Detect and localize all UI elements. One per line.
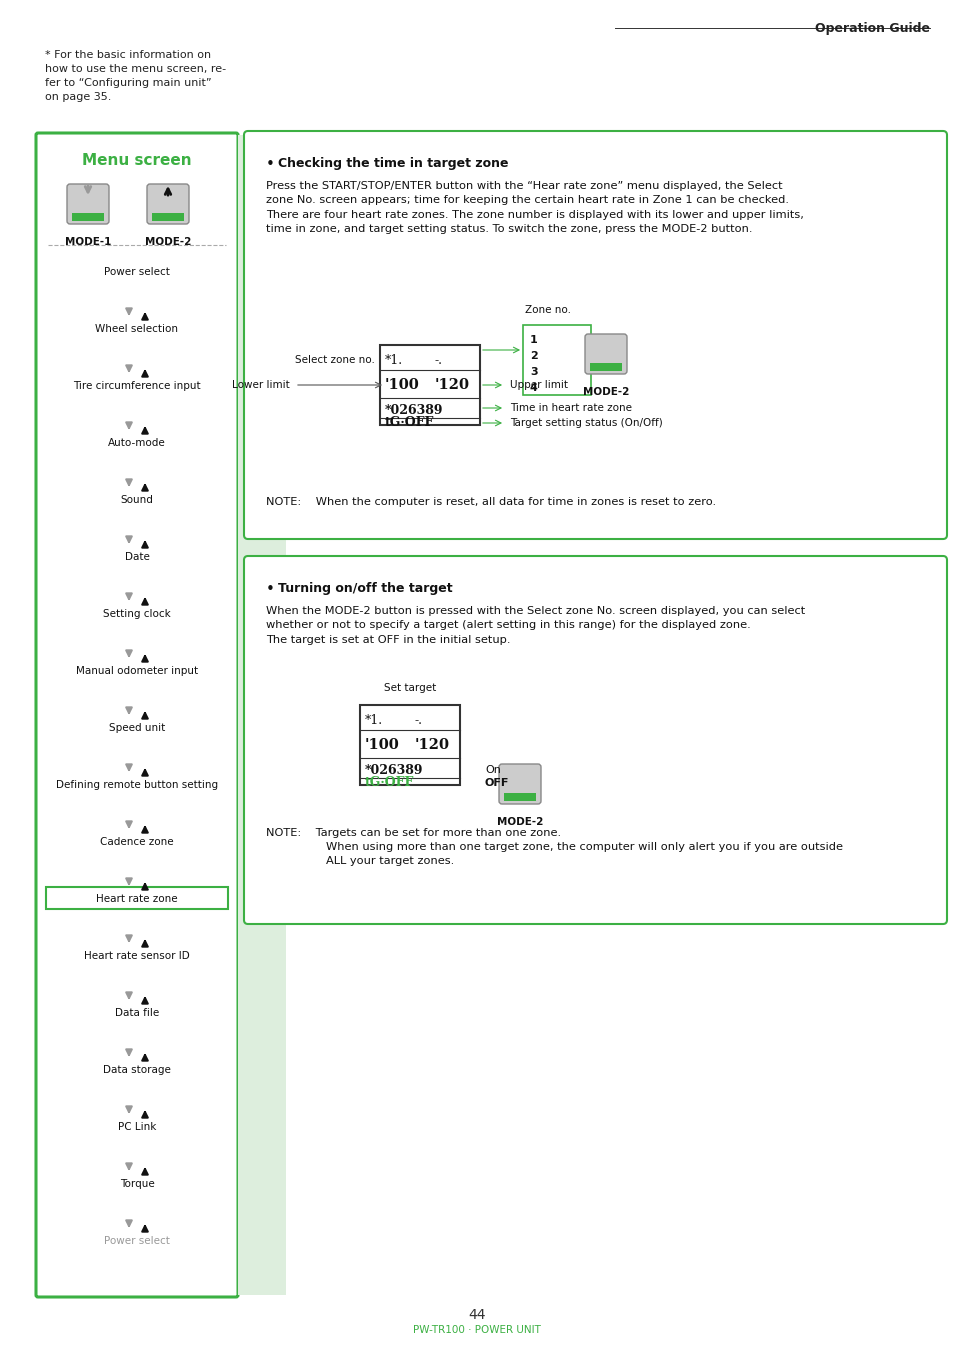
Text: *026389: *026389: [385, 404, 443, 416]
Text: Manual odometer input: Manual odometer input: [76, 666, 198, 676]
Text: MODE-2: MODE-2: [582, 386, 629, 397]
Text: 44: 44: [468, 1308, 485, 1323]
FancyBboxPatch shape: [46, 888, 228, 909]
Text: Setting clock: Setting clock: [103, 609, 171, 619]
Text: Checking the time in target zone: Checking the time in target zone: [277, 157, 508, 170]
Text: Power select: Power select: [104, 1236, 170, 1246]
Text: *1.: *1.: [385, 354, 403, 367]
Text: Upper limit: Upper limit: [510, 380, 567, 390]
Text: NOTE:    Targets can be set for more than one zone.: NOTE: Targets can be set for more than o…: [266, 828, 560, 838]
Bar: [589, 363, 621, 372]
Text: OFF: OFF: [484, 778, 509, 788]
Text: Wheel selection: Wheel selection: [95, 324, 178, 334]
Text: Target setting status (On/Off): Target setting status (On/Off): [510, 417, 662, 428]
FancyBboxPatch shape: [67, 184, 109, 224]
Text: When the MODE-2 button is pressed with the Select zone No. screen displayed, you: When the MODE-2 button is pressed with t…: [266, 607, 804, 644]
Text: Speed unit: Speed unit: [109, 723, 165, 734]
Text: Power select: Power select: [104, 267, 170, 277]
Bar: [71, 213, 104, 222]
Text: '120: '120: [415, 738, 450, 753]
FancyBboxPatch shape: [498, 765, 540, 804]
Text: Zone no.: Zone no.: [524, 305, 571, 315]
Text: •: •: [266, 157, 274, 172]
Bar: [152, 213, 184, 222]
Text: *1.: *1.: [365, 715, 383, 727]
Text: Press the START/STOP/ENTER button with the “Hear rate zone” menu displayed, the : Press the START/STOP/ENTER button with t…: [266, 181, 803, 234]
Text: -.: -.: [415, 715, 422, 727]
Text: Date: Date: [125, 553, 150, 562]
Text: MODE-2: MODE-2: [497, 817, 542, 827]
Text: '100: '100: [365, 738, 399, 753]
FancyBboxPatch shape: [522, 326, 590, 394]
Text: Cadence zone: Cadence zone: [100, 838, 173, 847]
Text: Data file: Data file: [114, 1008, 159, 1019]
Text: When using more than one target zone, the computer will only alert you if you ar: When using more than one target zone, th…: [326, 842, 842, 866]
Text: 3: 3: [530, 367, 537, 377]
Text: Sound: Sound: [120, 494, 153, 505]
Text: On: On: [484, 765, 500, 775]
Bar: [503, 793, 536, 801]
Text: 1: 1: [530, 335, 537, 345]
Text: Heart rate sensor ID: Heart rate sensor ID: [84, 951, 190, 961]
FancyBboxPatch shape: [584, 334, 626, 374]
Text: -.: -.: [435, 354, 442, 367]
Text: tG·OFF: tG·OFF: [385, 416, 434, 430]
Text: *026389: *026389: [365, 763, 423, 777]
Text: Auto-mode: Auto-mode: [108, 438, 166, 449]
Bar: [379, 345, 479, 426]
Text: * For the basic information on
how to use the menu screen, re-
fer to “Configuri: * For the basic information on how to us…: [45, 50, 226, 101]
Text: Defining remote button setting: Defining remote button setting: [56, 780, 218, 790]
Text: Data storage: Data storage: [103, 1065, 171, 1075]
Text: MODE-2: MODE-2: [145, 236, 191, 247]
Text: 4: 4: [530, 382, 537, 393]
FancyBboxPatch shape: [147, 184, 189, 224]
Text: •: •: [266, 582, 274, 597]
FancyBboxPatch shape: [36, 132, 237, 1297]
Text: PW-TR100 · POWER UNIT: PW-TR100 · POWER UNIT: [413, 1325, 540, 1335]
FancyBboxPatch shape: [244, 557, 946, 924]
Text: Time in heart rate zone: Time in heart rate zone: [510, 403, 631, 413]
Text: Turning on/off the target: Turning on/off the target: [277, 582, 452, 594]
Text: MODE-1: MODE-1: [65, 236, 112, 247]
Text: '100: '100: [385, 378, 419, 392]
Text: tG·OFF: tG·OFF: [365, 777, 414, 789]
Text: '120: '120: [435, 378, 470, 392]
Text: Select zone no.: Select zone no.: [294, 355, 375, 365]
Bar: [359, 705, 459, 785]
Text: PC Link: PC Link: [117, 1121, 156, 1132]
FancyBboxPatch shape: [244, 131, 946, 539]
Text: Heart rate zone: Heart rate zone: [96, 894, 177, 904]
Text: Menu screen: Menu screen: [82, 153, 192, 168]
Text: NOTE:    When the computer is reset, all data for time in zones is reset to zero: NOTE: When the computer is reset, all da…: [266, 497, 716, 507]
Text: Set target: Set target: [383, 684, 436, 693]
Text: Operation Guide: Operation Guide: [814, 22, 929, 35]
Text: 2: 2: [530, 351, 537, 361]
Text: Torque: Torque: [119, 1179, 154, 1189]
Text: Lower limit: Lower limit: [232, 380, 290, 390]
Bar: [237, 135, 286, 1296]
Text: Tire circumference input: Tire circumference input: [73, 381, 200, 390]
